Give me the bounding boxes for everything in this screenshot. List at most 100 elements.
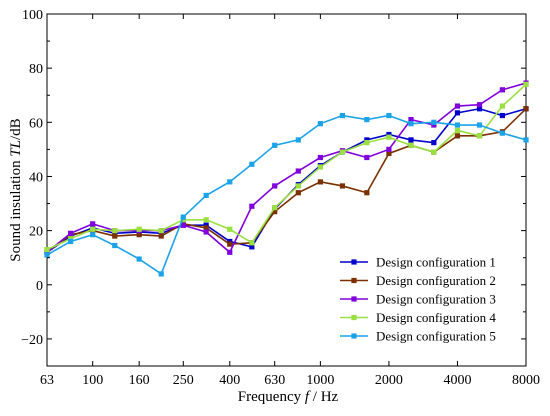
data-point bbox=[227, 249, 233, 255]
data-point bbox=[203, 229, 209, 235]
data-point bbox=[499, 103, 505, 109]
y-axis-title: Sound insulation TL/dB bbox=[8, 118, 24, 261]
data-point bbox=[227, 226, 233, 232]
data-point bbox=[431, 140, 437, 146]
data-point bbox=[272, 205, 278, 211]
data-point bbox=[180, 214, 186, 220]
data-point bbox=[180, 222, 186, 228]
data-point bbox=[68, 230, 74, 236]
data-point bbox=[249, 161, 255, 167]
data-point bbox=[386, 131, 392, 138]
data-point bbox=[476, 106, 483, 112]
data-point bbox=[249, 203, 255, 209]
data-point bbox=[431, 119, 437, 125]
data-point bbox=[227, 241, 233, 247]
legend-entry: Design configuration 5 bbox=[340, 329, 496, 344]
x-axis-title: Frequency f / Hz bbox=[238, 389, 339, 405]
y-axis-title-part: Sound insulation bbox=[8, 157, 24, 262]
data-point bbox=[476, 102, 483, 108]
data-point bbox=[44, 246, 50, 253]
data-point bbox=[203, 225, 209, 231]
legend-marker bbox=[351, 277, 357, 284]
legend-entry: Design configuration 2 bbox=[340, 273, 496, 288]
data-point bbox=[272, 209, 278, 215]
data-point bbox=[386, 134, 392, 140]
data-point bbox=[317, 164, 323, 170]
x-tick-label: 250 bbox=[173, 373, 194, 388]
data-point bbox=[454, 122, 461, 128]
data-point bbox=[454, 133, 461, 139]
x-tick-label: 160 bbox=[129, 373, 150, 388]
data-point bbox=[203, 222, 209, 228]
y-tick-label: 20 bbox=[29, 225, 43, 240]
data-point bbox=[90, 221, 96, 227]
data-point bbox=[272, 142, 278, 148]
data-point bbox=[408, 121, 414, 127]
data-point bbox=[249, 244, 255, 250]
legend-marker bbox=[351, 259, 357, 265]
series-line bbox=[46, 83, 527, 251]
data-point bbox=[295, 190, 301, 196]
legend-label: Design configuration 5 bbox=[376, 329, 496, 344]
data-point bbox=[431, 149, 437, 155]
data-point bbox=[364, 140, 370, 146]
data-point bbox=[364, 137, 370, 143]
x-tick-label: 1000 bbox=[306, 373, 334, 388]
legend-label: Design configuration 3 bbox=[376, 292, 496, 307]
legend-entry: Design configuration 3 bbox=[340, 292, 496, 307]
data-point bbox=[203, 192, 209, 199]
legend-label: Design configuration 4 bbox=[376, 310, 496, 325]
data-point bbox=[523, 137, 529, 143]
x-tick-label: 8000 bbox=[512, 373, 540, 388]
y-axis-title-symbol: TL bbox=[8, 140, 24, 157]
x-tick-label: 100 bbox=[82, 373, 103, 388]
data-point bbox=[499, 87, 505, 93]
legend-entry: Design configuration 1 bbox=[340, 255, 496, 270]
data-point bbox=[295, 183, 301, 189]
data-point bbox=[158, 271, 164, 277]
data-point bbox=[339, 149, 346, 155]
data-point bbox=[68, 238, 74, 245]
data-point bbox=[295, 168, 301, 174]
x-tick-label: 2000 bbox=[375, 373, 403, 388]
y-axis-title-unit: /dB bbox=[8, 118, 24, 140]
x-tick-label: 400 bbox=[219, 373, 240, 388]
data-point bbox=[90, 232, 96, 238]
data-point bbox=[317, 121, 323, 127]
data-point bbox=[249, 240, 255, 246]
data-point bbox=[112, 230, 118, 236]
data-point bbox=[523, 106, 529, 112]
data-point bbox=[295, 137, 301, 143]
series-4 bbox=[44, 81, 529, 253]
series-line bbox=[46, 82, 527, 254]
data-point bbox=[499, 130, 505, 136]
data-point bbox=[136, 232, 142, 238]
series-line bbox=[46, 114, 527, 276]
data-point bbox=[317, 154, 323, 161]
data-point bbox=[408, 117, 414, 123]
data-point bbox=[454, 103, 461, 109]
series-5 bbox=[44, 112, 529, 277]
data-point bbox=[339, 183, 346, 189]
data-point bbox=[364, 117, 370, 123]
legend-marker bbox=[351, 314, 357, 321]
y-tick-label: 80 bbox=[29, 62, 43, 77]
data-point bbox=[44, 249, 50, 255]
data-point bbox=[364, 154, 370, 161]
y-tick-label: 60 bbox=[29, 116, 43, 131]
x-tick-label: 4000 bbox=[443, 373, 471, 388]
data-point bbox=[158, 228, 164, 234]
legend-label: Design configuration 1 bbox=[376, 255, 496, 270]
data-point bbox=[68, 236, 74, 242]
y-tick-label: 0 bbox=[36, 279, 43, 294]
legend-label: Design configuration 2 bbox=[376, 273, 496, 288]
data-point bbox=[454, 110, 461, 116]
data-point bbox=[227, 179, 233, 185]
data-point bbox=[272, 183, 278, 189]
data-point bbox=[364, 190, 370, 196]
x-axis-title-symbol: f bbox=[305, 389, 311, 405]
x-axis-title-part: Frequency bbox=[238, 389, 305, 405]
legend-marker bbox=[351, 333, 357, 339]
data-point bbox=[523, 81, 529, 87]
